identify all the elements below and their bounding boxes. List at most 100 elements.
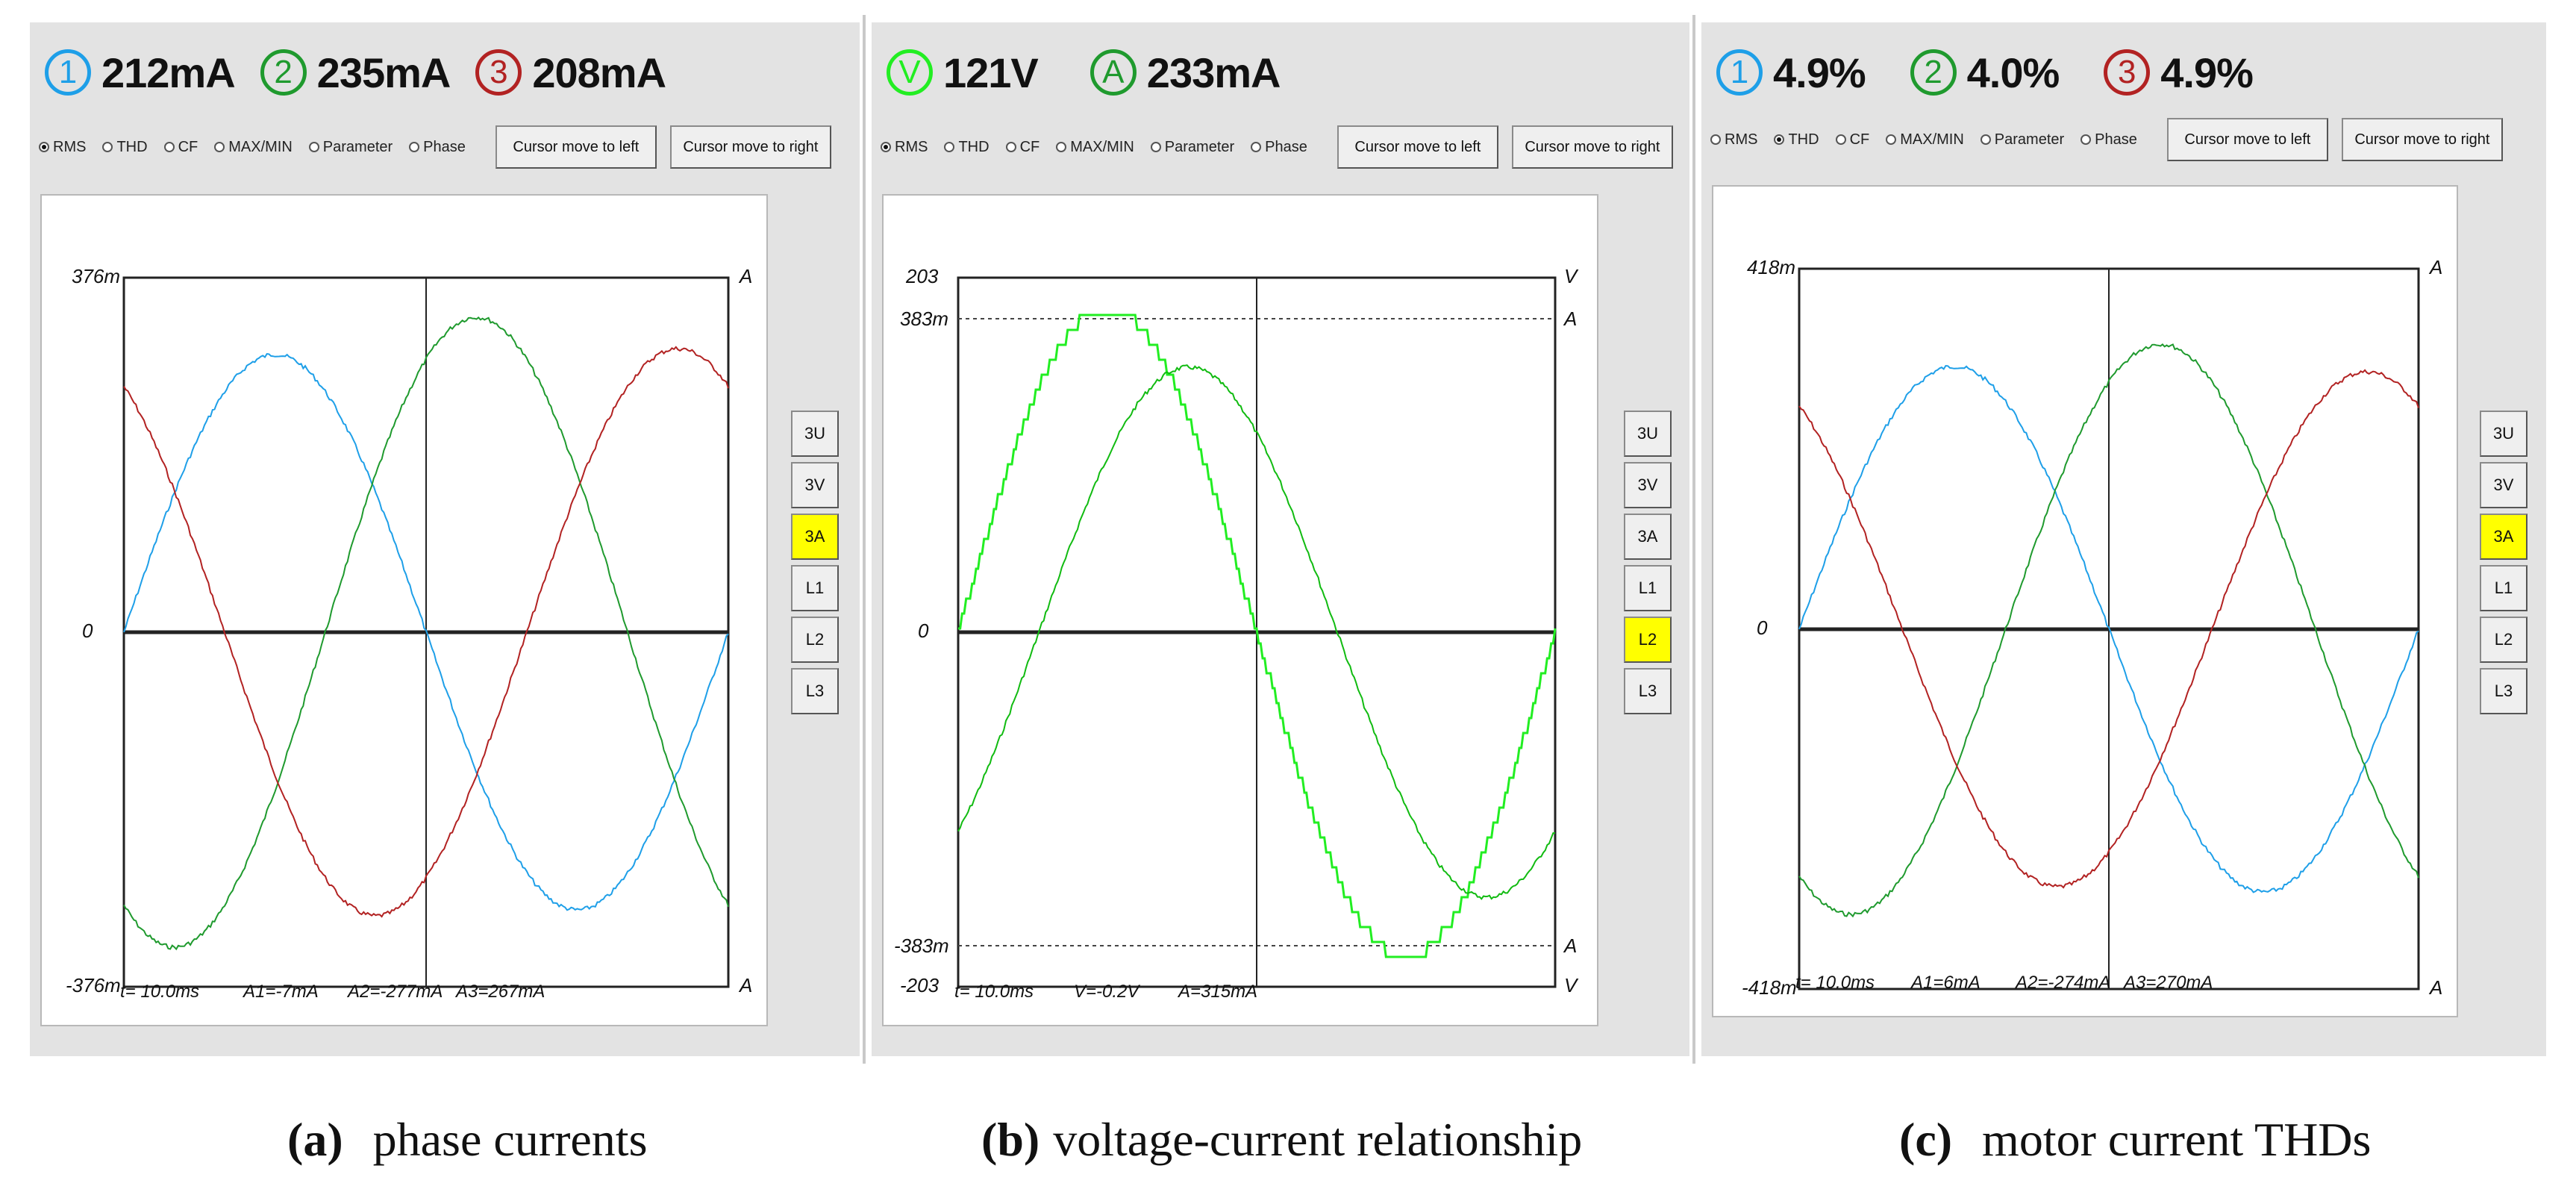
reading-value: 121V: [943, 49, 1039, 96]
phase-3-trace: [123, 346, 729, 918]
radio-icon: [1005, 142, 1016, 152]
unit-a-top-label: A: [1564, 308, 1578, 330]
channel-button-l3[interactable]: L3: [1624, 668, 1672, 714]
mode-cf[interactable]: CF: [1835, 131, 1869, 149]
mode-parameter[interactable]: Parameter: [308, 139, 393, 156]
reading-value: 4.9%: [1773, 49, 1866, 96]
unit-bottom-label: A: [740, 974, 753, 996]
channel-3-icon: 3: [2104, 49, 2151, 96]
mode-thd[interactable]: THD: [944, 139, 990, 156]
reading-value: 235mA: [316, 49, 451, 96]
channel-1-icon: 1: [45, 49, 91, 96]
y-max-a-label: 383m: [900, 308, 949, 330]
y-max-label: 376m: [72, 265, 121, 287]
cursor-right-button[interactable]: Cursor move to right: [1511, 125, 1673, 169]
waveform-plot: 376m 0 -376m A A t= 10.0ms A1=-7mA A2=-2…: [40, 194, 768, 1026]
readings-header: 1 212mA 2 235mA 3 208mA: [45, 39, 691, 106]
y-zero-label: 0: [918, 620, 929, 642]
waveform-svg: [122, 276, 730, 988]
mode-phase[interactable]: Phase: [1251, 139, 1307, 156]
mode-selector: RMS THD CF MAX/MIN Parameter Phase Curso…: [1710, 118, 2503, 161]
radio-icon: [214, 142, 225, 152]
channel-button-l3[interactable]: L3: [791, 668, 839, 714]
phase-2-trace: [123, 316, 729, 951]
mode-rms[interactable]: RMS: [881, 139, 928, 156]
channel-button-l3[interactable]: L3: [2480, 668, 2527, 714]
readout-a2: A2=-277mA: [348, 982, 443, 1002]
radio-icon: [881, 142, 891, 152]
radio-icon: [1056, 142, 1067, 152]
radio-icon: [308, 142, 319, 152]
y-min-a-label: -383m: [894, 935, 949, 957]
cursor-left-button[interactable]: Cursor move to left: [495, 125, 657, 169]
readout-time: t= 10.0ms: [954, 982, 1034, 1002]
mode-selector: RMS THD CF MAX/MIN Parameter Phase Curso…: [39, 125, 831, 169]
y-zero-label: 0: [82, 620, 93, 642]
readout-time: t= 10.0ms: [120, 982, 200, 1002]
mode-cf[interactable]: CF: [163, 139, 198, 156]
mode-rms[interactable]: RMS: [1710, 131, 1757, 149]
readout-a1: A1=-7mA: [243, 982, 319, 1002]
waveform-svg: [1798, 267, 2420, 990]
mode-thd[interactable]: THD: [102, 139, 148, 156]
channel-button-l2[interactable]: L2: [791, 617, 839, 663]
mode-thd[interactable]: THD: [1774, 131, 1819, 149]
readings-header: V 121V A 233mA: [887, 39, 1305, 106]
radio-icon: [102, 142, 113, 152]
channel-button-3u[interactable]: 3U: [791, 411, 839, 457]
caption-a: (a) phase currents: [287, 1113, 648, 1166]
mode-rms[interactable]: RMS: [39, 139, 86, 156]
cursor-left-button[interactable]: Cursor move to left: [2166, 118, 2328, 161]
reading-value: 233mA: [1146, 49, 1281, 96]
channel-button-3v[interactable]: 3V: [791, 462, 839, 508]
y-max-label: 418m: [1747, 256, 1796, 278]
y-zero-label: 0: [1757, 617, 1768, 639]
reading-voltage: V 121V: [887, 49, 1039, 97]
mode-parameter[interactable]: Parameter: [1150, 139, 1234, 156]
channel-2-icon: 2: [260, 49, 307, 96]
mode-phase[interactable]: Phase: [409, 139, 466, 156]
channel-button-3u[interactable]: 3U: [2480, 411, 2527, 457]
unit-top-label: A: [2430, 256, 2443, 278]
y-min-label: -418m: [1742, 976, 1797, 999]
channel-button-3a[interactable]: 3A: [791, 514, 839, 560]
channel-button-3u[interactable]: 3U: [1624, 411, 1672, 457]
cursor-left-button[interactable]: Cursor move to left: [1337, 125, 1498, 169]
caption-c: (c) motor current THDs: [1899, 1113, 2372, 1166]
radio-icon: [1980, 134, 1991, 145]
phase-2-trace: [1798, 343, 2419, 918]
radio-icon: [1835, 134, 1846, 145]
current-trace: [957, 364, 1556, 900]
cursor-readout: t= 10.0ms V=-0.2V A=315mA: [884, 982, 1597, 1011]
radio-icon: [409, 142, 420, 152]
reading-value: 212mA: [101, 49, 236, 96]
channel-button-3v[interactable]: 3V: [2480, 462, 2527, 508]
mode-maxmin[interactable]: MAX/MIN: [214, 139, 293, 156]
channel-button-3v[interactable]: 3V: [1624, 462, 1672, 508]
channel-1-icon: 1: [1716, 49, 1763, 96]
reading-2: 2 235mA: [260, 49, 451, 97]
mode-phase[interactable]: Phase: [2081, 131, 2137, 149]
channel-button-l2[interactable]: L2: [1624, 617, 1672, 663]
reading-current: A 233mA: [1090, 49, 1281, 97]
waveform-plot: 203 383m 0 -383m -203 V A A V t= 10.0ms …: [882, 194, 1598, 1026]
channel-button-l1[interactable]: L1: [1624, 565, 1672, 611]
cursor-right-button[interactable]: Cursor move to right: [669, 125, 831, 169]
unit-top-label: A: [740, 265, 753, 287]
channel-buttons: 3U 3V 3A L1 L2 L3: [1624, 411, 1672, 720]
mode-cf[interactable]: CF: [1005, 139, 1040, 156]
readout-voltage: V=-0.2V: [1074, 982, 1139, 1002]
channel-button-3a[interactable]: 3A: [2480, 514, 2527, 560]
channel-button-l1[interactable]: L1: [791, 565, 839, 611]
readings-header: 1 4.9% 2 4.0% 3 4.9%: [1716, 39, 2278, 106]
channel-button-3a[interactable]: 3A: [1624, 514, 1672, 560]
channel-button-l1[interactable]: L1: [2480, 565, 2527, 611]
channel-button-l2[interactable]: L2: [2480, 617, 2527, 663]
mode-maxmin[interactable]: MAX/MIN: [1056, 139, 1134, 156]
mode-parameter[interactable]: Parameter: [1980, 131, 2064, 149]
radio-icon: [944, 142, 955, 152]
unit-bottom-label: A: [2430, 976, 2443, 999]
voltage-icon: V: [887, 49, 933, 96]
cursor-right-button[interactable]: Cursor move to right: [2341, 118, 2503, 161]
mode-maxmin[interactable]: MAX/MIN: [1886, 131, 1964, 149]
